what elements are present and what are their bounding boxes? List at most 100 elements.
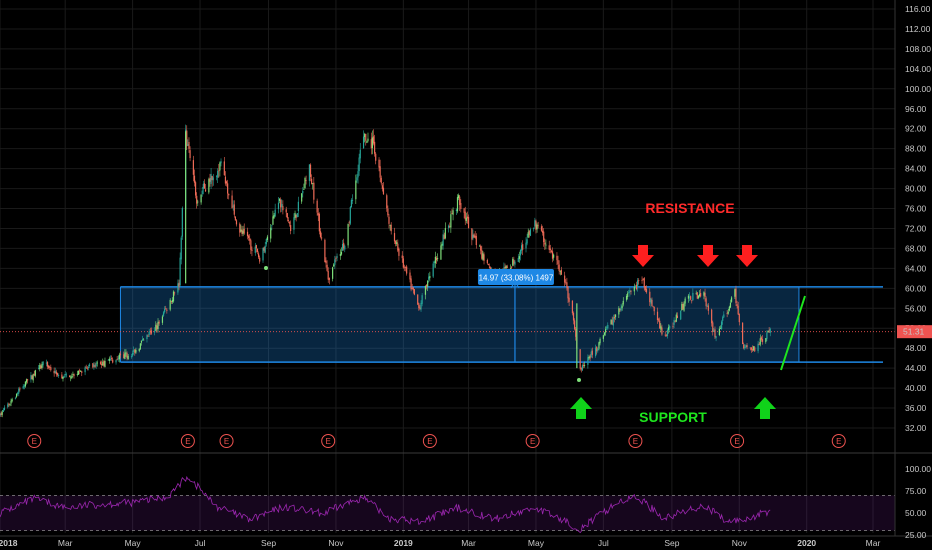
candle-body bbox=[459, 196, 461, 205]
candle-body bbox=[714, 329, 716, 338]
candle-body bbox=[112, 359, 114, 363]
candle-body bbox=[730, 297, 733, 302]
candle-body bbox=[434, 256, 436, 264]
earnings-marker-label: E bbox=[633, 437, 638, 446]
candle-body bbox=[40, 365, 42, 369]
rsi-y-tick-label: 25.00 bbox=[905, 530, 927, 540]
candle-body bbox=[444, 228, 446, 239]
candle-body bbox=[419, 307, 421, 309]
candle-body bbox=[706, 305, 708, 307]
candle-body bbox=[204, 189, 207, 192]
candle-body bbox=[350, 199, 353, 208]
candle-body bbox=[443, 234, 445, 240]
candle-body bbox=[178, 282, 180, 287]
candle-body bbox=[326, 264, 328, 271]
candle-body bbox=[466, 216, 469, 219]
candle-body bbox=[645, 288, 648, 293]
candle-body bbox=[180, 237, 182, 260]
candle-body bbox=[217, 170, 219, 178]
candle-body bbox=[455, 209, 457, 212]
candle-body bbox=[480, 246, 482, 251]
candle-body bbox=[522, 244, 524, 250]
x-tick-label: May bbox=[125, 538, 142, 548]
candle-body bbox=[324, 239, 326, 263]
candle-body bbox=[761, 339, 764, 342]
x-tick-label: Jul bbox=[598, 538, 609, 548]
x-tick-label: 2020 bbox=[797, 538, 816, 548]
candle-body bbox=[565, 282, 567, 284]
candle-body bbox=[557, 260, 559, 265]
candle-body bbox=[404, 266, 407, 268]
candle-body bbox=[680, 310, 682, 320]
candle-body bbox=[115, 360, 117, 363]
rsi-line bbox=[0, 475, 771, 534]
candle-body bbox=[688, 296, 691, 298]
candle-body bbox=[64, 373, 66, 376]
candle-body bbox=[111, 358, 113, 360]
candle-body bbox=[304, 177, 306, 189]
y-tick-label: 88.00 bbox=[905, 144, 927, 154]
candle-body bbox=[475, 235, 477, 246]
candle-body bbox=[263, 247, 265, 251]
candle-body bbox=[572, 312, 575, 321]
candle-body bbox=[328, 278, 330, 281]
candle-body bbox=[93, 364, 95, 367]
candle-body bbox=[240, 229, 242, 232]
candle-body bbox=[202, 183, 204, 189]
candle-body bbox=[402, 258, 404, 268]
candle-body bbox=[266, 236, 269, 240]
earnings-marker-icon bbox=[831, 434, 846, 448]
candle-body bbox=[133, 350, 135, 352]
candle-body bbox=[193, 175, 196, 183]
candle-body bbox=[482, 253, 484, 260]
candle-body bbox=[95, 363, 97, 367]
candle-body bbox=[172, 291, 175, 302]
candle-body bbox=[488, 266, 491, 268]
pivot-dot bbox=[577, 378, 581, 382]
candle-body bbox=[603, 332, 606, 335]
candle-body bbox=[147, 335, 149, 337]
candle-body bbox=[124, 352, 126, 360]
candle-body bbox=[255, 245, 257, 249]
candle-body bbox=[512, 258, 514, 266]
candle-body bbox=[588, 356, 590, 359]
x-tick-label: 2019 bbox=[394, 538, 413, 548]
support-resistance-zone[interactable] bbox=[119, 286, 883, 363]
candle-body bbox=[88, 364, 91, 367]
y-tick-label: 96.00 bbox=[905, 104, 927, 114]
candle-body bbox=[62, 377, 64, 379]
y-tick-label: 76.00 bbox=[905, 204, 927, 214]
candle-body bbox=[343, 242, 345, 249]
candle-body bbox=[409, 272, 411, 280]
annotations: RESISTANCE SUPPORT bbox=[639, 200, 734, 425]
candle-body bbox=[38, 368, 40, 370]
candle-body bbox=[437, 257, 439, 259]
pivot-dot bbox=[264, 266, 268, 270]
candle-body bbox=[425, 284, 428, 287]
candle-body bbox=[690, 296, 692, 300]
candle-body bbox=[220, 161, 222, 164]
earnings-marker-icon bbox=[730, 434, 745, 448]
candle-body bbox=[718, 328, 720, 336]
candle-body bbox=[406, 266, 408, 274]
candle-body bbox=[256, 248, 259, 253]
candle-body bbox=[278, 198, 281, 201]
candle-body bbox=[10, 400, 12, 404]
candle-body bbox=[119, 353, 122, 356]
candle-body bbox=[427, 280, 429, 287]
y-tick-label: 100.00 bbox=[905, 84, 931, 94]
y-tick-label: 40.00 bbox=[905, 383, 927, 393]
candle-body bbox=[70, 377, 72, 379]
candle-body bbox=[751, 349, 754, 351]
candle-body bbox=[650, 298, 652, 304]
candle-body bbox=[564, 275, 566, 283]
candle-body bbox=[2, 410, 4, 412]
candle-body bbox=[665, 335, 667, 337]
candle-body bbox=[270, 227, 272, 239]
y-tick-label: 64.00 bbox=[905, 263, 927, 273]
candle-body bbox=[141, 339, 144, 341]
earnings-marker-icon bbox=[219, 434, 234, 448]
candle-body bbox=[738, 313, 740, 323]
measure-tool[interactable]: 14.97 (33.08%) 1497 bbox=[477, 269, 554, 363]
candle-body bbox=[84, 367, 86, 373]
